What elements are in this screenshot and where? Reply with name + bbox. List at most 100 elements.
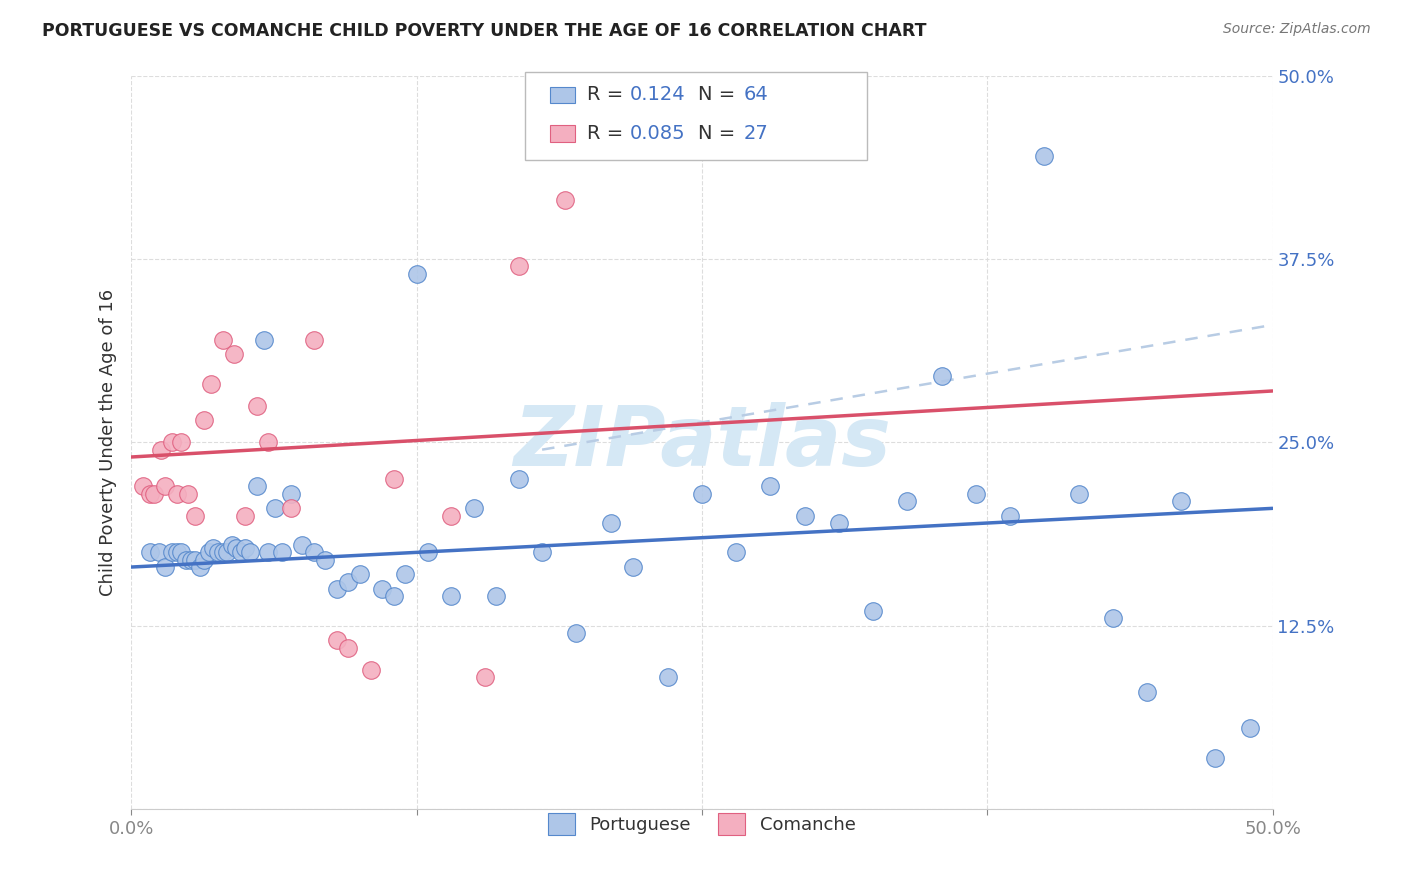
Text: N =: N = xyxy=(699,124,742,143)
Point xyxy=(657,670,679,684)
Point xyxy=(174,552,197,566)
Point xyxy=(246,479,269,493)
Point xyxy=(222,347,245,361)
Point xyxy=(200,376,222,391)
Point xyxy=(302,333,325,347)
Point xyxy=(337,640,360,655)
Point xyxy=(828,516,851,530)
Point xyxy=(1101,611,1123,625)
Point xyxy=(170,545,193,559)
Point xyxy=(440,590,463,604)
Point xyxy=(360,663,382,677)
Point xyxy=(148,545,170,559)
Point xyxy=(1239,722,1261,736)
Point xyxy=(690,486,713,500)
Point xyxy=(193,413,215,427)
Point xyxy=(166,486,188,500)
Point xyxy=(184,508,207,523)
FancyBboxPatch shape xyxy=(550,87,575,103)
Point xyxy=(623,560,645,574)
Point xyxy=(253,333,276,347)
Point xyxy=(188,560,211,574)
Point xyxy=(508,259,530,273)
Text: 27: 27 xyxy=(744,124,769,143)
Point xyxy=(184,552,207,566)
Text: 0.085: 0.085 xyxy=(630,124,686,143)
Point xyxy=(382,590,405,604)
Point xyxy=(270,545,292,559)
Point xyxy=(349,567,371,582)
Text: R =: R = xyxy=(586,124,628,143)
Point xyxy=(143,486,166,500)
Point xyxy=(1033,149,1056,163)
Point xyxy=(382,472,405,486)
Point xyxy=(1067,486,1090,500)
Point xyxy=(193,552,215,566)
Point xyxy=(440,508,463,523)
FancyBboxPatch shape xyxy=(524,72,868,160)
Point xyxy=(508,472,530,486)
Point xyxy=(759,479,782,493)
Point xyxy=(155,479,177,493)
Point xyxy=(166,545,188,559)
Point xyxy=(198,545,221,559)
Point xyxy=(474,670,496,684)
Point xyxy=(1170,494,1192,508)
Text: Source: ZipAtlas.com: Source: ZipAtlas.com xyxy=(1223,22,1371,37)
Text: R =: R = xyxy=(586,85,628,104)
Point xyxy=(211,333,233,347)
Text: 0.124: 0.124 xyxy=(630,85,686,104)
Point xyxy=(217,545,239,559)
Point xyxy=(463,501,485,516)
Point xyxy=(931,369,953,384)
Point xyxy=(221,538,243,552)
Point xyxy=(138,545,160,559)
Point xyxy=(998,508,1021,523)
Point xyxy=(531,545,554,559)
Point xyxy=(211,545,233,559)
Point xyxy=(235,508,257,523)
Point xyxy=(239,545,262,559)
Point xyxy=(302,545,325,559)
Point xyxy=(862,604,884,618)
Point xyxy=(793,508,815,523)
Point xyxy=(337,574,360,589)
Point xyxy=(170,435,193,450)
Text: ZIPatlas: ZIPatlas xyxy=(513,401,891,483)
Text: 64: 64 xyxy=(744,85,769,104)
Point xyxy=(149,442,172,457)
Point xyxy=(229,545,252,559)
Point xyxy=(291,538,314,552)
Point xyxy=(257,545,280,559)
Point xyxy=(325,633,347,648)
Point xyxy=(725,545,748,559)
Point xyxy=(225,541,247,555)
Point xyxy=(1136,685,1159,699)
Point xyxy=(280,501,302,516)
Point xyxy=(202,541,225,555)
Point xyxy=(405,267,427,281)
Text: PORTUGUESE VS COMANCHE CHILD POVERTY UNDER THE AGE OF 16 CORRELATION CHART: PORTUGUESE VS COMANCHE CHILD POVERTY UND… xyxy=(42,22,927,40)
Point xyxy=(1204,751,1226,765)
Point xyxy=(155,560,177,574)
Point xyxy=(371,582,394,596)
Point xyxy=(599,516,621,530)
Point xyxy=(162,545,184,559)
Point xyxy=(138,486,160,500)
Point xyxy=(896,494,918,508)
Point xyxy=(162,435,184,450)
Point xyxy=(485,590,508,604)
Point xyxy=(257,435,280,450)
Point xyxy=(246,399,269,413)
Point xyxy=(177,486,200,500)
Point xyxy=(416,545,439,559)
Point xyxy=(280,486,302,500)
Point xyxy=(314,552,336,566)
Point xyxy=(325,582,347,596)
FancyBboxPatch shape xyxy=(550,126,575,142)
Point xyxy=(394,567,416,582)
Point xyxy=(180,552,202,566)
Point xyxy=(965,486,987,500)
Point xyxy=(235,541,257,555)
Text: N =: N = xyxy=(699,85,742,104)
